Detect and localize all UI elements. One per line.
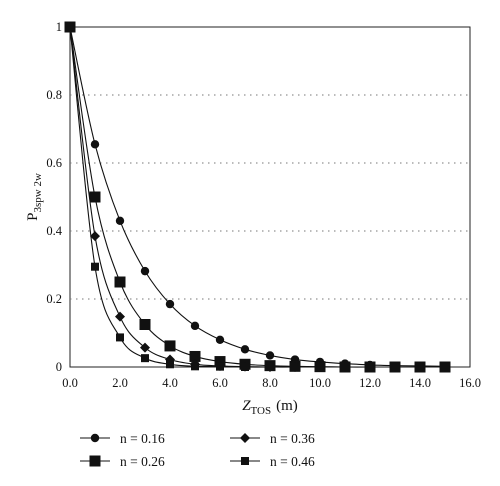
legend-label: n = 0.26 (120, 454, 165, 469)
data-point (240, 345, 250, 354)
legend-label: n = 0.16 (120, 431, 165, 446)
legend: n = 0.16 n = 0.26 n = 0.36 n = 0.46 (80, 431, 315, 469)
legend-marker (90, 433, 100, 443)
data-point (416, 363, 424, 371)
series-line (69, 26, 445, 368)
legend-label: n = 0.36 (270, 431, 315, 446)
data-point (141, 354, 149, 363)
data-point (216, 362, 224, 371)
y-tick-label: 0 (56, 360, 62, 374)
y-axis-title-sub: 3spw 2w (32, 173, 44, 212)
legend-label: n = 0.46 (270, 454, 315, 469)
data-point (139, 319, 151, 330)
x-tick-label: 14.0 (409, 376, 431, 390)
x-axis-title-unit: (m) (276, 398, 298, 414)
x-tick-label: 10.0 (309, 376, 331, 390)
x-tick-label: 0.0 (62, 376, 78, 390)
data-point (291, 363, 299, 371)
legend-item: n = 0.16 (80, 431, 165, 446)
data-point (189, 350, 201, 362)
legend-marker (241, 457, 249, 465)
data-point (391, 363, 399, 371)
data-point (316, 363, 324, 371)
legend-marker (240, 433, 250, 443)
data-point (140, 266, 150, 276)
grid (70, 94, 470, 300)
data-point (241, 363, 249, 371)
data-point (165, 299, 175, 309)
data-point (215, 335, 225, 344)
data-point (116, 333, 124, 342)
y-tick-label: 1 (56, 20, 62, 34)
data-point (190, 321, 200, 331)
series-line (69, 26, 446, 367)
legend-item: n = 0.36 (230, 431, 315, 446)
data-point (66, 23, 74, 31)
legend-item: n = 0.26 (80, 454, 165, 469)
x-axis-title-sub: TOS (251, 405, 272, 417)
x-axis-title: ZTOS (m) (242, 398, 298, 417)
series-3 (66, 23, 449, 371)
series-layer (64, 21, 451, 373)
data-point (91, 262, 99, 271)
y-axis-title: P3spw 2w (25, 173, 44, 221)
data-point (114, 276, 126, 288)
series-line (69, 26, 445, 368)
x-ticks: 0.0 2.0 4.0 6.0 8.0 10.0 12.0 14.0 16.0 (62, 376, 481, 390)
series-1 (64, 21, 451, 373)
series-2 (65, 22, 450, 372)
y-tick-label: 0.8 (46, 88, 62, 102)
plot-frame (69, 26, 471, 368)
series-line (69, 26, 445, 368)
data-point (90, 231, 100, 242)
legend-item: n = 0.46 (230, 454, 315, 469)
data-point (265, 351, 275, 360)
data-point (140, 342, 150, 353)
x-tick-label: 8.0 (262, 376, 278, 390)
legend-marker (89, 455, 101, 467)
data-point (366, 363, 374, 371)
data-point (166, 360, 174, 369)
data-point (191, 362, 199, 371)
x-tick-label: 6.0 (212, 376, 228, 390)
y-axis-title-main: P (25, 213, 41, 221)
data-point (341, 363, 349, 371)
x-tick-label: 2.0 (112, 376, 128, 390)
x-tick-label: 12.0 (359, 376, 381, 390)
data-point (164, 340, 176, 352)
y-tick-label: 0.2 (46, 292, 62, 306)
x-tick-label: 4.0 (162, 376, 178, 390)
data-point (441, 363, 449, 371)
data-point (90, 140, 100, 149)
x-axis-title-main: Z (242, 398, 251, 414)
y-tick-label: 0.4 (46, 224, 62, 238)
x-tick-label: 16.0 (459, 376, 481, 390)
data-point (266, 363, 274, 371)
data-point (115, 216, 125, 225)
data-point (115, 311, 125, 322)
y-tick-label: 0.6 (46, 156, 62, 170)
data-point (89, 191, 101, 203)
y-ticks: 0 0.2 0.4 0.6 0.8 1 (46, 20, 62, 374)
